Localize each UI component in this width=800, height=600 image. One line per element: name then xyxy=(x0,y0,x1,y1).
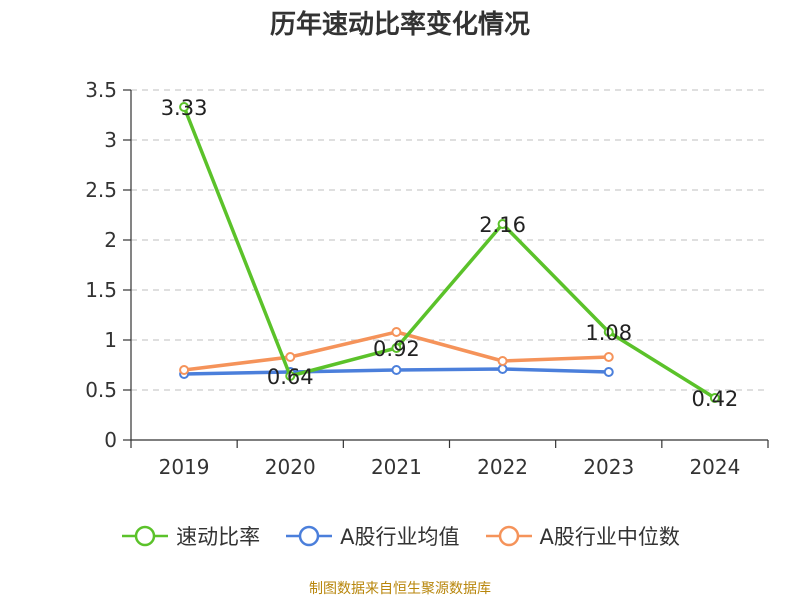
y-tick-label: 1.5 xyxy=(85,278,117,302)
data-label: 2.16 xyxy=(479,213,526,237)
legend-item[interactable]: 速动比率 xyxy=(120,521,260,551)
data-point xyxy=(179,365,190,375)
data-point xyxy=(497,356,508,366)
data-point xyxy=(603,352,614,362)
data-point xyxy=(497,364,508,374)
data-point xyxy=(391,327,402,337)
data-point xyxy=(391,343,402,353)
data-point xyxy=(285,371,296,381)
legend-marker xyxy=(298,525,320,547)
data-point xyxy=(603,367,614,377)
chart-title: 历年速动比率变化情况 xyxy=(269,10,530,40)
legend-label: A股行业均值 xyxy=(340,525,460,549)
series-line xyxy=(182,106,716,400)
legend-line-icon xyxy=(286,525,333,547)
x-tick-label: 2021 xyxy=(371,455,422,479)
x-tick-label: 2022 xyxy=(477,455,528,479)
data-label: 0.64 xyxy=(267,365,314,389)
legend-line-icon xyxy=(122,525,169,547)
data-point xyxy=(285,352,296,362)
legend-marker xyxy=(498,525,519,547)
source-note: 制图数据来自恒生聚源数据库 xyxy=(309,581,491,597)
data-point xyxy=(179,102,190,112)
data-labels: 3.33 0.64 0.92 2.16 1.08 0.42 xyxy=(161,96,739,411)
legend: 速动比率 A股行业均值 A股行业中位数 xyxy=(0,519,800,553)
y-tick-label: 2 xyxy=(104,228,117,252)
data-label: 0.92 xyxy=(373,337,420,361)
data-label: 1.08 xyxy=(585,321,632,345)
data-point xyxy=(391,365,402,375)
x-tick-label: 2023 xyxy=(583,455,634,479)
y-tick-label: 0.5 xyxy=(85,378,117,402)
legend-label: 速动比率 xyxy=(176,525,261,549)
legend-item[interactable]: A股行业均值 xyxy=(284,521,460,551)
x-tick-label: 2020 xyxy=(265,455,316,479)
data-label: 0.42 xyxy=(692,387,739,411)
y-tick-label: 1 xyxy=(104,328,117,352)
y-tick-label: 2.5 xyxy=(85,178,117,202)
data-point xyxy=(497,219,508,229)
legend-label: A股行业中位数 xyxy=(539,525,680,549)
legend-item[interactable]: A股行业中位数 xyxy=(484,521,680,551)
y-tick-label: 3.5 xyxy=(85,78,117,102)
axes: 0 0.5 1 1.5 2 2.5 3 3.5 2019 2020 2021 2022 2023 2024 xyxy=(85,78,769,479)
data-label: 3.33 xyxy=(161,96,208,120)
y-tick-label: 3 xyxy=(104,128,117,152)
legend-marker xyxy=(134,525,156,547)
x-tick-label: 2019 xyxy=(159,455,210,479)
legend-line-icon xyxy=(485,525,532,547)
data-point xyxy=(603,327,614,337)
y-tick-label: 0 xyxy=(104,428,117,452)
x-tick-label: 2024 xyxy=(689,455,740,479)
data-point xyxy=(709,393,720,403)
series-lines xyxy=(179,102,720,403)
grid-lines xyxy=(131,89,768,391)
